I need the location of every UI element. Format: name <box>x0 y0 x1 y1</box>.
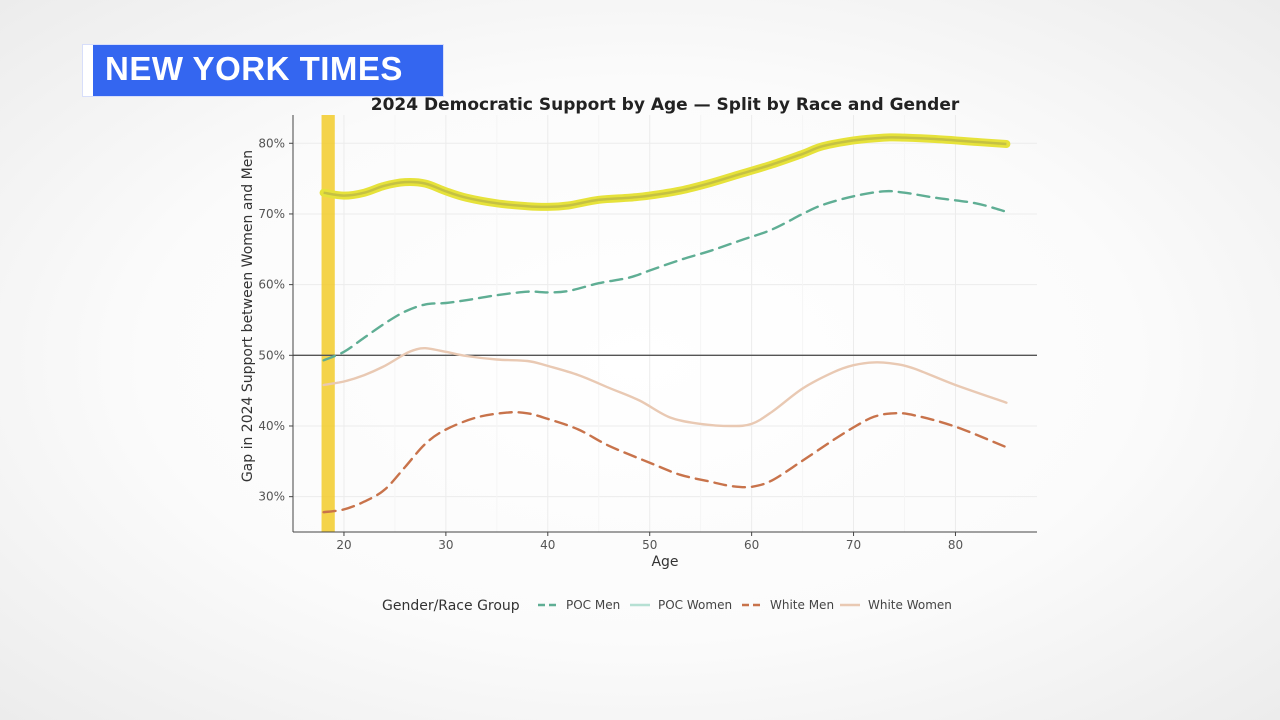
brand-banner: NEW YORK TIMES <box>83 45 443 96</box>
x-tick-label: 40 <box>540 538 555 552</box>
brand-label: NEW YORK TIMES <box>105 50 403 87</box>
x-tick-label: 50 <box>642 538 657 552</box>
legend-label-poc-men: POC Men <box>566 598 620 612</box>
series-line-poc-women <box>323 136 1007 209</box>
y-tick-label: 30% <box>258 490 285 504</box>
y-tick-label: 70% <box>258 207 285 221</box>
x-tick-label: 20 <box>336 538 351 552</box>
series-highlight-poc-women <box>319 133 1011 211</box>
x-tick-labels: 20 30 40 50 60 70 80 <box>336 532 963 552</box>
chart-title: 2024 Democratic Support by Age — Split b… <box>371 95 960 115</box>
x-tick-label: 70 <box>846 538 861 552</box>
x-tick-label: 60 <box>744 538 759 552</box>
x-axis-label: Age <box>651 554 678 570</box>
legend-label-white-men: White Men <box>770 598 834 612</box>
legend-label-white-women: White Women <box>868 598 952 612</box>
y-tick-labels: 30% 40% 50% 60% 70% 80% <box>258 136 293 504</box>
highlight-band <box>321 115 335 532</box>
y-axis-label: Gap in 2024 Support between Women and Me… <box>240 150 256 482</box>
series-line-white-men <box>322 410 1008 514</box>
y-tick-label: 50% <box>258 348 285 362</box>
x-tick-label: 30 <box>438 538 453 552</box>
legend: Gender/Race Group POC Men POC Women White … <box>382 598 952 614</box>
legend-label-poc-women: POC Women <box>658 598 732 612</box>
y-tick-label: 40% <box>258 419 285 433</box>
y-tick-label: 80% <box>258 136 285 150</box>
y-tick-label: 60% <box>258 278 285 292</box>
series-line-poc-men <box>322 189 1008 362</box>
series-lines <box>319 133 1011 514</box>
legend-title: Gender/Race Group <box>382 598 520 614</box>
x-tick-label: 80 <box>948 538 963 552</box>
series-line-white-women <box>322 346 1008 428</box>
